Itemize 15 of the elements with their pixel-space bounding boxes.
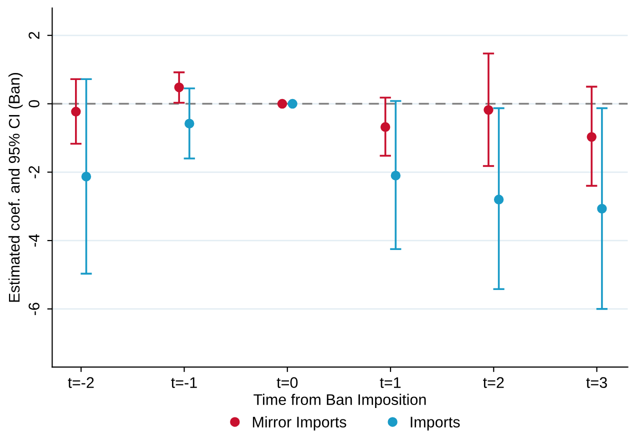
- x-tick-label: t=1: [380, 377, 401, 388]
- x-tick-label: t=0: [276, 377, 298, 388]
- y-tick-label: -2: [28, 166, 40, 178]
- x-tick-label: t=2: [483, 377, 504, 388]
- legend-label: Mirror Imports: [252, 416, 346, 430]
- x-tick-label: t=-1: [171, 377, 197, 388]
- x-tick-label: t=-2: [68, 377, 94, 388]
- legend-label: Imports: [410, 416, 460, 430]
- x-axis-title: Time from Ban Imposition: [254, 394, 426, 408]
- x-tick-label: t=3: [586, 377, 607, 388]
- y-tick-label: -6: [28, 302, 40, 316]
- y-tick-label: 0: [28, 100, 40, 108]
- y-tick-label: 2: [28, 32, 40, 39]
- y-tick-label: -4: [28, 234, 40, 247]
- y-axis-title: Estimated coef. and 95% CI (Ban): [8, 72, 23, 302]
